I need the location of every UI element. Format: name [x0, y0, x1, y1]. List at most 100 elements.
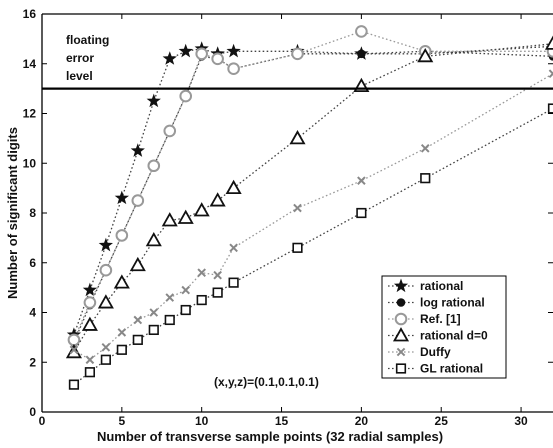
- x-tick-label-3: 15: [275, 414, 289, 428]
- point-2-4: [131, 194, 145, 207]
- point-2-8: [195, 47, 208, 61]
- point-5-2: [100, 354, 111, 365]
- point-3-7: [177, 209, 194, 224]
- series-line-3: [73, 43, 553, 353]
- point-4-13: [420, 144, 430, 153]
- point-5-8: [196, 294, 207, 306]
- point-3-13: [417, 47, 434, 63]
- point-4-4: [133, 315, 143, 325]
- point-3-3: [113, 274, 130, 289]
- coordinate-annotation: (x,y,z)=(0.1,0.1,0.1): [214, 375, 319, 389]
- point-0-4: [130, 143, 145, 157]
- legend-label-4: Duffy: [420, 345, 451, 359]
- point-4-0: [69, 345, 79, 355]
- legend-marker-3: [392, 327, 410, 342]
- legend-marker-5: [395, 363, 407, 374]
- point-0-7: [178, 43, 193, 58]
- point-2-6: [163, 124, 177, 138]
- legend-item-2: Ref. [1]: [388, 312, 461, 326]
- ticks-group: 0 5 10 15 20 25 30 0 2 4 6 8 10 12 14 16: [23, 7, 553, 428]
- legend-label-2: Ref. [1]: [420, 312, 461, 326]
- point-0-2: [98, 237, 113, 252]
- point-2-3: [115, 229, 129, 242]
- legend-label-0: rational: [420, 279, 463, 293]
- point-5-6: [164, 314, 175, 326]
- y-tick-label-8: 16: [23, 7, 37, 21]
- point-3-4: [129, 256, 146, 272]
- point-5-7: [180, 304, 191, 316]
- legend-item-4: Duffy: [388, 345, 451, 359]
- point-3-2: [97, 294, 114, 309]
- legend-item-0: rational: [388, 278, 463, 293]
- point-5-11: [292, 242, 303, 253]
- y-tick-label-3: 6: [29, 256, 36, 270]
- point-4-11: [293, 203, 302, 213]
- x-tick-label-5: 25: [435, 414, 449, 428]
- point-4-6: [165, 293, 175, 302]
- point-2-2: [99, 263, 113, 277]
- point-2-12: [355, 25, 368, 38]
- legend-box: [381, 275, 507, 379]
- point-2-10: [227, 62, 240, 76]
- point-5-4: [132, 334, 143, 345]
- x-tick-label-1: 5: [119, 414, 126, 428]
- point-4-12: [357, 176, 366, 185]
- point-2-0: [67, 333, 81, 347]
- legend-label-3: rational d=0: [420, 329, 488, 343]
- point-4-8: [197, 268, 206, 278]
- legend-marker-4: [396, 347, 406, 357]
- point-4-7: [181, 285, 191, 295]
- y-tick-label-1: 2: [29, 355, 36, 369]
- series-4: [69, 69, 553, 365]
- point-4-1: [85, 355, 95, 365]
- point-4-9: [213, 270, 222, 280]
- text-group: Number of transverse sample points (32 r…: [5, 33, 443, 444]
- y-tick-label-2: 4: [29, 306, 36, 320]
- point-1-12: [357, 49, 366, 59]
- point-0-5: [146, 93, 161, 108]
- x-axis-label: Number of transverse sample points (32 r…: [97, 429, 443, 444]
- floating-error-label-1: error: [66, 51, 94, 65]
- point-3-1: [81, 316, 98, 331]
- point-3-10: [225, 179, 242, 195]
- point-3-8: [193, 202, 210, 217]
- point-5-0: [68, 379, 80, 390]
- point-2-1: [83, 296, 97, 309]
- series-5: [68, 103, 553, 390]
- series-line-1: [73, 50, 553, 343]
- point-3-6: [161, 212, 178, 227]
- point-3-11: [289, 130, 306, 145]
- legend-label-1: log rational: [420, 296, 485, 310]
- x-tick-label-0: 0: [39, 414, 46, 428]
- x-tick-label-2: 10: [195, 414, 209, 428]
- point-0-1: [82, 282, 97, 297]
- series-group: [65, 25, 553, 390]
- point-3-14: [544, 35, 553, 50]
- point-4-14: [548, 69, 553, 79]
- point-2-9: [211, 52, 224, 66]
- point-0-3: [114, 190, 129, 205]
- point-5-3: [116, 344, 127, 355]
- point-5-12: [356, 207, 367, 219]
- legend-group: rational log rational Ref. [1] rational d=0…: [381, 275, 507, 379]
- floating-error-label-2: level: [66, 69, 93, 83]
- point-5-5: [148, 324, 159, 336]
- y-tick-label-4: 8: [29, 206, 36, 220]
- point-0-10: [226, 43, 241, 58]
- legend-marker-0: [393, 278, 409, 293]
- x-tick-label-6: 30: [514, 414, 528, 428]
- point-4-5: [149, 308, 159, 317]
- point-2-11: [291, 47, 304, 61]
- point-4-2: [101, 343, 111, 352]
- point-4-10: [229, 243, 238, 253]
- point-3-5: [145, 232, 162, 247]
- y-tick-label-0: 0: [29, 405, 36, 419]
- x-tick-label-4: 20: [355, 414, 369, 428]
- point-3-9: [209, 192, 226, 207]
- y-axis-label: Number of significant digits: [5, 127, 20, 299]
- legend-marker-2: [394, 312, 408, 326]
- y-tick-label-7: 14: [23, 57, 37, 71]
- legend-item-1: log rational: [388, 296, 485, 310]
- point-4-3: [117, 328, 127, 337]
